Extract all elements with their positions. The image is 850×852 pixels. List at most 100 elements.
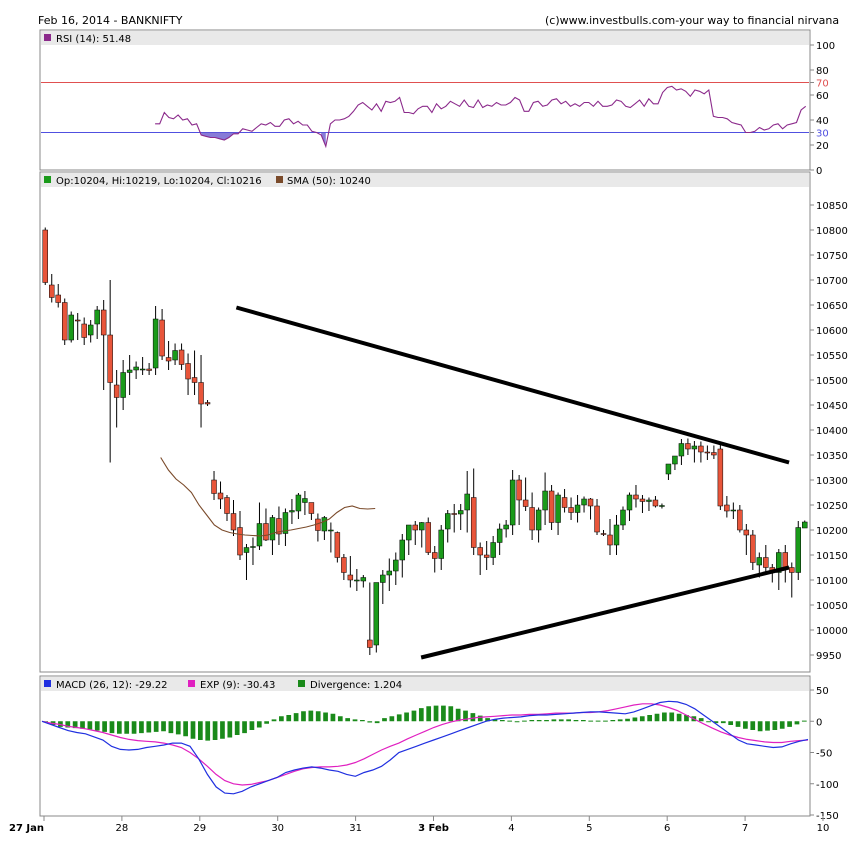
price-axis: 9950 10000 10050 10100 10150 10200 10250 10300 1… [810,201,848,662]
candle-down [698,445,704,453]
divergence-bar [131,721,137,734]
divergence-bar [124,721,130,734]
candle-down [789,567,795,573]
candle-down [308,502,315,514]
candle-down [529,507,535,531]
rsi-legend-swatch [44,34,51,41]
price-legend-bar [41,173,809,187]
price-tick-label: 10050 [816,601,848,612]
candle-up [659,505,665,507]
divergence-bar [801,720,807,722]
price-tick-label: 10800 [816,226,848,237]
candle-up [393,559,399,572]
candle-up [620,509,626,526]
candle-up [496,528,503,543]
ohlc-legend-swatch [44,176,51,183]
candle-down [561,497,568,508]
candle-down [548,490,555,523]
candle-down [74,319,81,322]
candle-down [737,509,743,531]
divergence-bar [418,708,424,722]
rsi-tick-label: 20 [816,141,829,152]
macd-tick-label: -50 [816,749,832,760]
candle-up [509,479,516,526]
divergence-bar [256,721,262,728]
divergence-bar [360,720,365,722]
candle-up [256,523,263,547]
divergence-bar [308,710,314,722]
divergence-bar [573,720,579,722]
divergence-bar [757,721,763,732]
divergence-bar [249,721,255,730]
candle-down [100,309,107,336]
price-tick-label: 10750 [816,251,848,262]
divergence-bar [382,718,387,722]
divergence-bar [389,716,395,722]
divergence-bar [698,718,704,722]
divergence-bar [374,721,380,724]
candle-down [685,443,691,450]
divergence-bar [477,715,483,722]
divergence-bar [426,706,432,722]
candle-down [165,357,172,362]
candle-up [445,513,451,530]
divergence-bar [205,721,211,741]
candle-up [581,498,587,506]
divergence-bar [639,716,645,722]
candle-down [717,448,724,507]
price-frame [39,171,811,673]
candle-down [178,349,185,365]
divergence-bar [234,721,240,735]
divergence-bar [617,719,623,722]
candle-down [62,302,68,341]
divergence-bar [750,721,756,730]
candle-down [633,494,639,500]
candle-up [321,517,328,532]
divergence-bar [588,720,594,722]
x-tick-label: 7 [742,823,748,834]
macd-legend: MACD (26, 12): -29.22 [56,680,168,691]
rsi-tick-label: 100 [816,41,835,52]
divergence-bar [116,721,122,734]
divergence-bar [492,719,498,722]
divergence-bar [632,717,638,722]
price-tick-label: 10600 [816,326,848,337]
candle-up [795,527,801,573]
x-tick-label: 4 [508,823,514,834]
candle-up [133,366,139,371]
divergence-bar [301,711,306,722]
x-tick-label: 6 [664,823,670,834]
divergence-bar [448,706,454,722]
candle-up [360,577,367,582]
divergence-bar [153,721,159,732]
candle-up [302,498,308,503]
divergence-bar [514,721,520,723]
price-tick-label: 10500 [816,376,848,387]
chart-credit: (c)www.investbulls.com-your way to finan… [545,14,839,27]
x-tick-label: 30 [271,823,284,834]
candle-up [535,509,542,531]
candle-up [354,579,360,582]
candle-up [503,524,509,530]
candle-down [185,363,191,380]
divergence-bar [220,721,225,739]
price-tick-label: 10200 [816,526,848,537]
candle-down [81,323,87,338]
candle-down [743,529,750,536]
rsi-line [155,85,807,149]
divergence-bar [772,721,778,730]
candle-up [139,368,146,371]
divergence-bar [337,716,343,722]
divergence-bar [662,712,667,722]
divergence-bar [669,712,675,722]
divergence-legend: Divergence: 1.204 [310,680,402,691]
candle-down [711,452,717,456]
candle-down [224,497,230,514]
divergence-bar [595,720,601,722]
rsi-series [155,85,807,149]
candle-down [211,479,217,494]
trendline [235,305,790,465]
x-tick-label: 28 [116,823,129,834]
candle-up [438,529,444,559]
